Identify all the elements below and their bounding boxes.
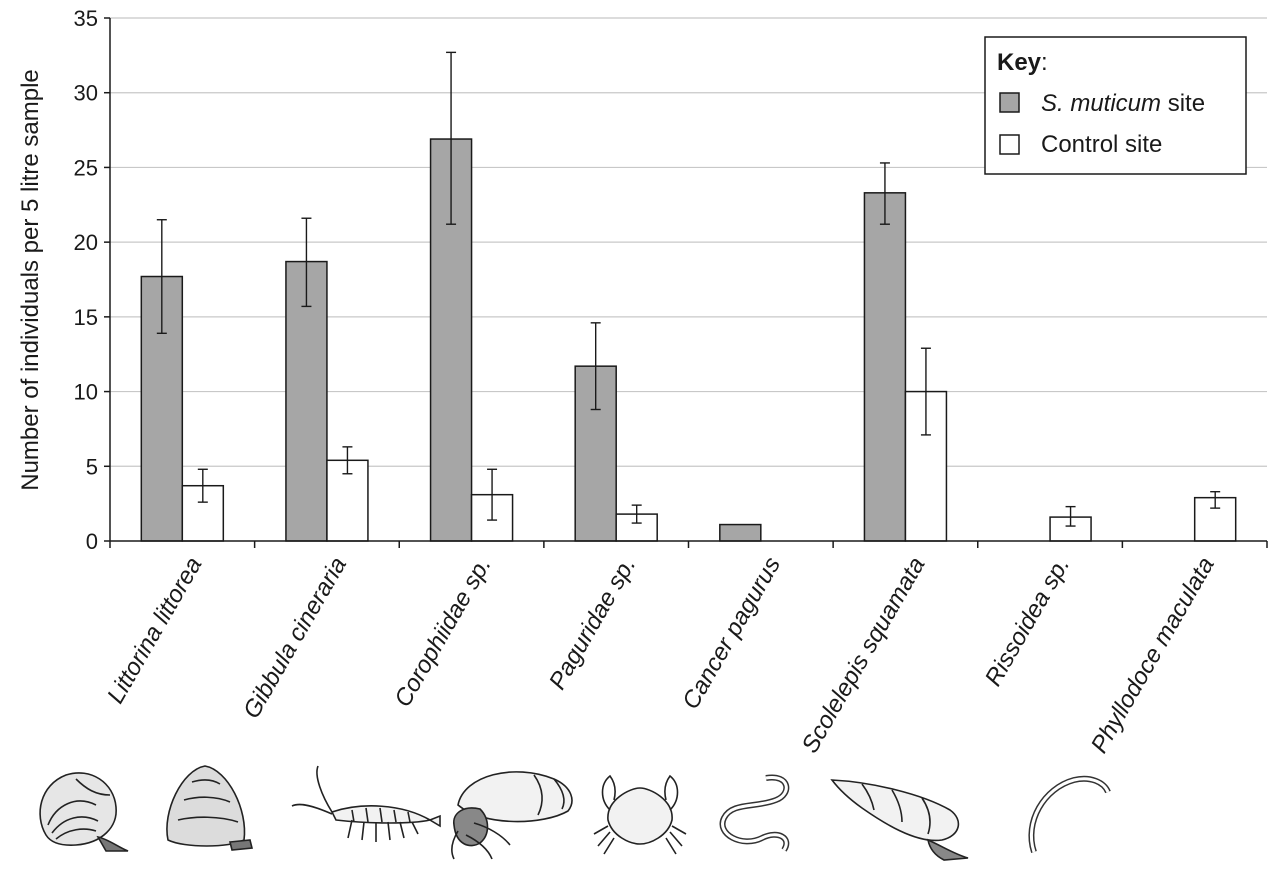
legend-label-muticum: S. muticum site <box>1041 90 1205 117</box>
error-bar-muticum-1 <box>301 217 312 308</box>
axes <box>104 17 1268 548</box>
legend: Key: S. muticum site Control site <box>984 36 1247 175</box>
category-label-3: Paguridae sp. <box>544 553 641 695</box>
category-label-1: Gibbula cineraria <box>238 553 352 724</box>
category-label-6: Rissoidea sp. <box>980 553 1075 691</box>
legend-heading-text: Key <box>997 49 1042 76</box>
legend-swatch-control <box>999 134 1020 155</box>
y-tick-label-25: 25 <box>74 155 98 180</box>
legend-label-muticum-rest: site <box>1161 90 1205 117</box>
error-bar-control-2 <box>487 468 498 521</box>
paddle-worm-icon <box>1028 775 1111 853</box>
legend-swatch-muticum <box>999 92 1020 113</box>
category-label-2: Corophiidae sp. <box>389 553 496 712</box>
error-bar-control-1 <box>342 446 353 475</box>
error-bar-control-6 <box>1065 505 1076 527</box>
amphipod-icon <box>291 765 441 842</box>
error-bar-muticum-0 <box>156 219 167 334</box>
y-tick-label-10: 10 <box>74 380 98 405</box>
edible-crab-icon <box>593 774 687 855</box>
error-bar-control-7 <box>1210 490 1221 509</box>
bar-control-7 <box>1193 496 1237 542</box>
legend-heading: Key: <box>997 49 1048 76</box>
spire-snail-icon <box>830 779 969 861</box>
hermit-crab-icon <box>451 771 573 860</box>
bar-muticum-3 <box>574 365 617 542</box>
category-label-5: Scolelepis squamata <box>797 553 931 758</box>
y-tick-label-5: 5 <box>86 454 98 479</box>
category-label-7: Phyllodoce maculata <box>1086 553 1220 758</box>
category-label-4: Cancer pagurus <box>677 553 786 714</box>
error-bar-control-5 <box>920 347 931 436</box>
top-shell-snail-icon <box>166 765 254 851</box>
error-bar-muticum-2 <box>446 51 457 225</box>
y-tick-label-20: 20 <box>74 230 98 255</box>
error-bar-control-0 <box>197 468 208 503</box>
error-bar-control-3 <box>631 504 642 524</box>
y-tick-label-15: 15 <box>74 305 98 330</box>
legend-box <box>984 36 1247 175</box>
periwinkle-snail-icon <box>39 772 129 852</box>
bar-muticum-5 <box>863 192 907 542</box>
y-tick-labels: 0 5 10 15 20 25 30 35 <box>74 6 98 554</box>
error-bar-muticum-5 <box>879 162 890 225</box>
error-bars <box>156 51 1221 527</box>
y-tick-label-35: 35 <box>74 6 98 31</box>
bar-muticum-1 <box>285 260 328 542</box>
y-tick-label-30: 30 <box>74 81 98 106</box>
bar-muticum-4 <box>719 523 762 542</box>
category-labels: Littorina littorea Gibbula cineraria Corop… <box>102 553 1220 758</box>
legend-label-control: Control site <box>1041 131 1162 158</box>
legend-heading-colon: : <box>1041 49 1048 76</box>
legend-label-muticum-italic: S. muticum <box>1041 90 1161 117</box>
category-label-0: Littorina littorea <box>102 553 207 709</box>
bar-control-3 <box>615 513 658 542</box>
y-tick-label-0: 0 <box>86 529 98 554</box>
species-illustrations <box>39 765 1111 861</box>
y-axis-label: Number of individuals per 5 litre sample <box>17 69 44 491</box>
error-bar-muticum-3 <box>590 322 601 411</box>
bars <box>140 138 1237 542</box>
bristle-worm-icon <box>719 774 790 852</box>
